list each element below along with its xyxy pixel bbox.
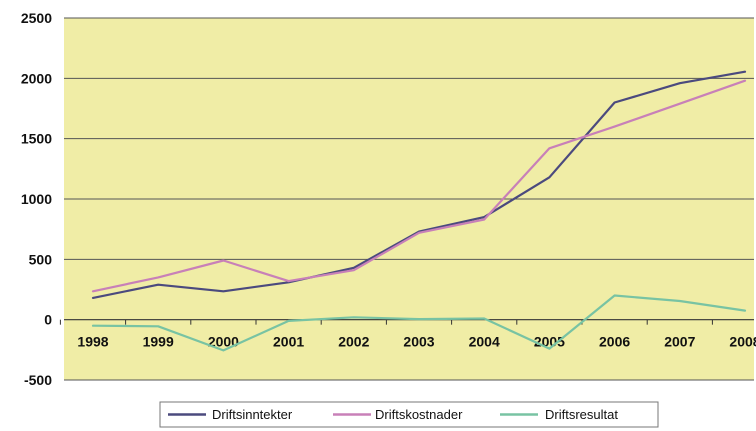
- legend-label: Driftsresultat: [545, 407, 618, 422]
- gridlines: [64, 17, 754, 381]
- y-tick-label: 0: [44, 312, 52, 328]
- y-axis-tick-labels: 2500 2000 1500 1000 500 0 -500: [21, 10, 52, 388]
- y-tick-label: 1000: [21, 191, 52, 207]
- legend: Driftsinntekter Driftskostnader Driftsresu…: [159, 401, 659, 428]
- legend-box: [159, 401, 659, 428]
- x-tick-label: 2003: [403, 334, 434, 350]
- x-tick-label: 2008: [729, 334, 756, 350]
- series-line-3: [91, 294, 747, 352]
- x-tick-label: 1998: [77, 334, 108, 350]
- legend-label: Driftsinntekter: [212, 407, 293, 422]
- x-tick-label: 2007: [664, 334, 695, 350]
- y-tick-label: 2000: [21, 70, 52, 86]
- y-tick-label: 1500: [21, 131, 52, 147]
- x-tick-label: 2006: [599, 334, 630, 350]
- y-tick-label: 2500: [21, 10, 52, 26]
- x-axis-tick-labels: 1998 1999 2000 2001 2002 2003 2004 2005 2006 2007…: [77, 334, 756, 350]
- x-tick-label: 1999: [143, 334, 174, 350]
- series-line-1: [91, 70, 747, 299]
- series-lines: [91, 70, 747, 352]
- x-tick-label: 2002: [338, 334, 369, 350]
- series-line-2: [91, 79, 747, 293]
- legend-label: Driftskostnader: [375, 407, 463, 422]
- y-tick-label: -500: [24, 372, 52, 388]
- x-tick-label: 2004: [469, 334, 500, 350]
- x-tick-label: 2001: [273, 334, 304, 350]
- y-tick-label: 500: [29, 251, 53, 267]
